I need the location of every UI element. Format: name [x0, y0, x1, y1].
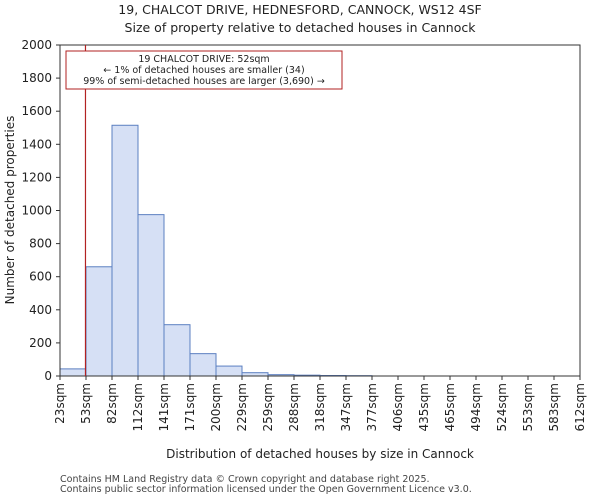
x-tick-label: 583sqm: [547, 383, 561, 431]
x-tick-label: 112sqm: [131, 383, 145, 431]
y-axis-label: Number of detached properties: [3, 116, 17, 305]
x-axis: 23sqm 53sqm 82sqm 112sqm 141sqm 171sqm 200sqm 2…: [53, 376, 587, 431]
x-tick-label: 612sqm: [573, 383, 587, 431]
x-tick-label: 23sqm: [53, 383, 67, 424]
histogram-bar: [137, 214, 165, 377]
x-tick-label: 200sqm: [209, 383, 223, 431]
x-tick-label: 406sqm: [391, 383, 405, 431]
y-tick-label: 1000: [21, 204, 52, 218]
x-tick-label: 53sqm: [79, 383, 93, 424]
x-tick-label: 494sqm: [469, 383, 483, 431]
y-tick-label: 1600: [21, 104, 52, 118]
annotation-line-1: 19 CHALCOT DRIVE: 52sqm: [138, 54, 269, 65]
histogram-bar: [163, 324, 191, 377]
bars-group: [59, 124, 373, 377]
y-tick-label: 800: [29, 237, 52, 251]
chart-title: 19, CHALCOT DRIVE, HEDNESFORD, CANNOCK, …: [118, 2, 481, 17]
y-tick-label: 0: [44, 369, 52, 383]
annotation-line-3: 99% of semi-detached houses are larger (…: [83, 76, 325, 87]
y-tick-label: 200: [29, 336, 52, 350]
annotation-frame: [65, 50, 343, 90]
annotation-line-2: ← 1% of detached houses are smaller (34): [103, 65, 304, 76]
x-tick-label: 141sqm: [157, 383, 171, 431]
x-tick-label: 171sqm: [183, 383, 197, 431]
x-tick-label: 82sqm: [105, 383, 119, 424]
histogram-bar: [59, 368, 87, 377]
y-tick-label: 1200: [21, 170, 52, 184]
y-axis: 0 200 400 600 800 1000 1200 1400 1600 1800 2000: [21, 38, 60, 383]
y-tick-label: 2000: [21, 38, 52, 52]
x-tick-label: 553sqm: [521, 383, 535, 431]
x-tick-label: 318sqm: [313, 383, 327, 431]
histogram-bar: [189, 353, 217, 377]
x-tick-label: 524sqm: [495, 383, 509, 431]
histogram-bar: [111, 124, 139, 377]
plot-frame: [59, 44, 581, 377]
footer-line-1: Contains HM Land Registry data © Crown c…: [60, 474, 430, 485]
x-tick-label: 377sqm: [365, 383, 379, 431]
x-tick-label: 229sqm: [235, 383, 249, 431]
chart-subtitle: Size of property relative to detached ho…: [125, 20, 477, 35]
y-tick-label: 1800: [21, 71, 52, 85]
x-axis-label: Distribution of detached houses by size …: [166, 447, 474, 461]
y-tick-label: 400: [29, 303, 52, 317]
x-tick-label: 465sqm: [443, 383, 457, 431]
footer-line-2: Contains public sector information licen…: [60, 484, 472, 495]
annotation-box: 19 CHALCOT DRIVE: 52sqm ← 1% of detached…: [65, 50, 343, 90]
y-tick-label: 600: [29, 270, 52, 284]
x-tick-label: 347sqm: [339, 383, 353, 431]
y-tick-label: 1400: [21, 137, 52, 151]
x-tick-label: 259sqm: [261, 383, 275, 431]
x-tick-label: 288sqm: [287, 383, 301, 431]
x-tick-label: 435sqm: [417, 383, 431, 431]
histogram-bar: [215, 365, 243, 377]
histogram-bar: [85, 266, 113, 377]
